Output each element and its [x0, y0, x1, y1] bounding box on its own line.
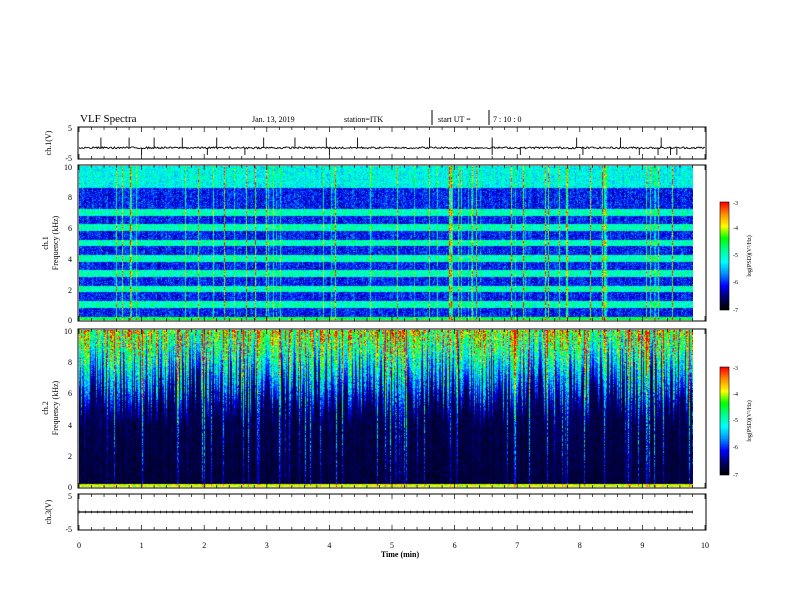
ch3-waveform-trace: [78, 510, 693, 514]
ch1-spec-ytick-8: 8: [68, 193, 72, 202]
ch1-colorbar-frame: [719, 201, 730, 311]
time-axis-tick-10: 10: [701, 541, 709, 550]
ch1-colorbar: -3 -4 -5 -6 -7 log(PSD)(V²/Hz): [719, 201, 753, 314]
ch1-waveform-ticks: [78, 127, 706, 159]
ch2-cbar-tick-4: -4: [733, 392, 738, 398]
ch1-waveform-panel: 5 -5 ch.1(V): [44, 124, 707, 163]
ch2-colorbar-frame: [719, 366, 730, 476]
start-time-value: 7 : 10 : 0: [493, 115, 521, 124]
figure-title: VLF Spectra: [80, 113, 137, 125]
time-axis-tick-1: 1: [140, 541, 144, 550]
time-axis-tick-5: 5: [390, 541, 394, 550]
ch1-cbar-tick-6: -6: [733, 280, 738, 286]
ch1-spec-ytick-4: 4: [68, 255, 72, 264]
time-axis-label: Time (min): [381, 550, 420, 559]
ch1-spec-ytick-0: 0: [68, 316, 72, 325]
ch1-spec-ytick-10: 10: [64, 163, 72, 172]
ch1-cbar-tick-3: -3: [733, 201, 738, 207]
ch1-waveform-trace: [78, 137, 706, 155]
ch1-spectrogram-image: [79, 166, 693, 320]
ch1-ytick-top: 5: [68, 124, 72, 133]
ch2-spectrogram-panel: 0 2 4 6 8 10 ch.2 Frequency (kHz): [41, 327, 707, 492]
time-axis-tick-2: 2: [202, 541, 206, 550]
ch1-cbar-tick-7: -7: [733, 308, 738, 314]
time-axis-tick-0: 0: [77, 541, 81, 550]
time-axis-tick-6: 6: [453, 541, 457, 550]
ch2-spec-ytick-2: 2: [68, 452, 72, 461]
ch1-spectrogram-ticks: [78, 165, 706, 321]
date-label: Jan. 13, 2019: [252, 115, 295, 124]
ch1-spec-ylabel-channel: ch.1: [41, 236, 50, 250]
time-axis-tick-7: 7: [515, 541, 519, 550]
ch2-cbar-tick-5: -5: [733, 418, 738, 424]
ch2-spec-ylabel-channel: ch.2: [41, 401, 50, 415]
time-axis-tick-labels: 0 1 2 3 4 5 6 7 8 9 10: [77, 541, 709, 550]
ch1-spec-ylabel-frequency: Frequency (kHz): [51, 215, 60, 270]
ch2-spec-ytick-4: 4: [68, 421, 72, 430]
ch1-cbar-tick-4: -4: [733, 226, 738, 232]
ch1-waveform-line: [78, 145, 706, 150]
ch1-ytick-bottom: -5: [65, 154, 72, 163]
ch2-spectrogram-ticks: [78, 329, 706, 488]
ch3-waveform-ticks: [78, 494, 706, 530]
ch2-spec-ylabel-frequency: Frequency (kHz): [51, 380, 60, 435]
time-axis-tick-4: 4: [327, 541, 331, 550]
ch2-spec-ytick-0: 0: [68, 483, 72, 492]
ch3-waveform-ylabel: ch.3(V): [44, 499, 53, 524]
time-axis-tick-8: 8: [578, 541, 582, 550]
ch1-spec-ytick-6: 6: [68, 224, 72, 233]
ch2-spectrogram-image: [79, 330, 693, 487]
station-label: station=ITK: [344, 115, 383, 124]
ch3-ytick-top: 5: [68, 492, 72, 501]
ch2-colorbar-gradient: [720, 367, 729, 475]
ch2-spec-ytick-8: 8: [68, 358, 72, 367]
time-axis-tick-9: 9: [640, 541, 644, 550]
ch2-cbar-tick-7: -7: [733, 473, 738, 479]
ch2-cbar-tick-3: -3: [733, 366, 738, 372]
ch2-spec-ytick-6: 6: [68, 389, 72, 398]
ch3-ytick-bottom: -5: [65, 525, 72, 534]
ch1-spectrogram-panel: 0 2 4 6 8 10 ch.1 Frequency (kHz): [41, 163, 707, 325]
ch3-waveform-panel: 5 -5 ch.3(V): [44, 492, 707, 534]
start-ut-label: start UT =: [438, 115, 471, 124]
ch1-colorbar-gradient: [720, 202, 729, 310]
header: VLF Spectra Jan. 13, 2019 station=ITK st…: [80, 110, 521, 125]
ch1-cbar-tick-5: -5: [733, 253, 738, 259]
time-axis-tick-3: 3: [265, 541, 269, 550]
ch1-spec-ytick-2: 2: [68, 286, 72, 295]
ch1-waveform-ylabel: ch.1(V): [44, 130, 53, 155]
ch2-spec-ytick-10: 10: [64, 327, 72, 336]
ch1-colorbar-label: log(PSD)(V²/Hz): [746, 235, 753, 276]
ch2-colorbar-label: log(PSD)(V²/Hz): [746, 400, 753, 441]
ch2-cbar-tick-6: -6: [733, 445, 738, 451]
ch2-colorbar: -3 -4 -5 -6 -7 log(PSD)(V²/Hz): [719, 366, 753, 479]
